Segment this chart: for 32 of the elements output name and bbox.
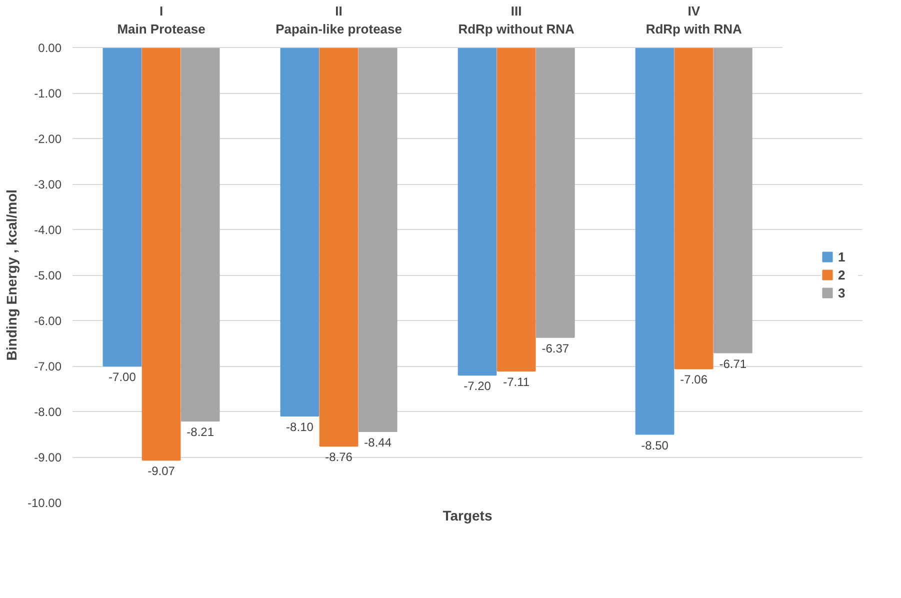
data-label: -7.20 [464, 379, 492, 394]
data-label: -8.21 [186, 425, 214, 440]
data-label: -8.44 [364, 436, 392, 450]
y-tick-label: -1.00 [34, 86, 62, 100]
data-label: -6.37 [542, 341, 570, 356]
data-label: -6.71 [719, 356, 747, 371]
y-tick-label: -3.00 [34, 178, 62, 192]
data-label: -8.76 [325, 450, 353, 464]
legend-label: 1 [838, 249, 846, 264]
x-tick-label: IV RdRp with RNA [646, 4, 742, 36]
x-tick-label: I Main Protease [117, 4, 206, 36]
x-axis-title: Targets [442, 508, 492, 524]
y-tick-label: -9.00 [34, 450, 62, 464]
data-label: -8.10 [286, 420, 314, 434]
y-axis-title: Binding Energy , kcal/mol [3, 189, 20, 361]
legend-label: 2 [838, 267, 846, 282]
data-label: -8.50 [641, 438, 669, 452]
y-tick-label: -4.00 [34, 223, 62, 237]
data-label: -7.11 [503, 375, 530, 390]
y-tick-label: -2.00 [34, 132, 62, 146]
y-tick-label: -8.00 [34, 405, 62, 419]
x-tick-label: III RdRp without RNA [458, 4, 576, 36]
data-label: -9.07 [148, 464, 176, 478]
y-tick-label: -6.00 [34, 314, 62, 328]
legend-label: 3 [838, 285, 846, 300]
data-label: -7.06 [680, 372, 708, 387]
y-tick-label: -5.00 [34, 268, 62, 282]
data-label: -7.00 [108, 370, 136, 384]
x-tick-label: II Papain-like protease [276, 4, 402, 36]
y-tick-label: 0.00 [38, 41, 62, 55]
y-tick-label: -7.00 [34, 360, 62, 374]
y-tick-label: -10.00 [27, 496, 62, 510]
